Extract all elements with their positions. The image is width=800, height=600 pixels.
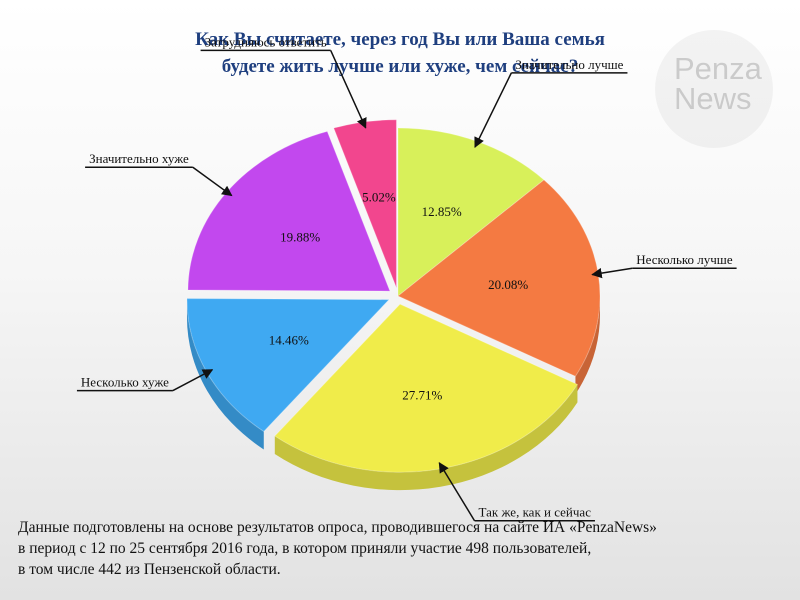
callout-2: Несколько лучше: [591, 252, 737, 279]
callout-label-6: Затрудняюсь ответить: [205, 34, 327, 49]
value-label-1: 12.85%: [422, 204, 462, 219]
callout-leader-2: [591, 267, 633, 279]
callout-leader-3: [438, 461, 476, 522]
watermark-line-1: Penza: [674, 51, 762, 86]
value-label-5: 19.88%: [280, 230, 320, 245]
footnote-line-3: в том числе 442 из Пензенской области.: [18, 561, 281, 578]
value-label-3: 27.71%: [402, 388, 442, 403]
chart-title-line-2: будете жить лучше или хуже, чем сейчас?: [221, 56, 579, 77]
footnote-line-2: в период с 12 по 25 сентября 2016 года, …: [18, 540, 592, 557]
watermark-line-2: News: [674, 81, 752, 116]
pie-side-2: [575, 296, 600, 395]
callout-label-2: Несколько лучше: [636, 252, 733, 267]
penzanews-watermark: Penza News: [655, 30, 773, 148]
callout-leader-4: [172, 369, 214, 392]
pie-callouts: Значительно лучше Несколько лучше Так же, …: [76, 34, 737, 522]
value-label-6: 5.02%: [362, 190, 396, 205]
pie-slices: [186, 119, 601, 473]
chart-title: Как Вы считаете, через год Вы или Ваша с…: [130, 26, 670, 80]
callout-leader-5: [192, 166, 233, 197]
pie-value-labels: 12.85% 20.08% 27.71% 14.46% 19.88% 5.02%: [269, 190, 529, 403]
callout-label-4: Несколько хуже: [81, 375, 169, 390]
callout-3: Так же, как и сейчас: [438, 461, 595, 522]
pie-side-3: [274, 384, 578, 491]
footnote: Данные подготовлены на основе результато…: [18, 517, 788, 580]
callout-leader-1: [474, 72, 513, 148]
callout-label-1: Значительно лучше: [515, 57, 623, 72]
footnote-line-1: Данные подготовлены на основе результато…: [18, 519, 657, 536]
callout-label-3: Так же, как и сейчас: [479, 505, 592, 520]
callout-6: Затрудняюсь ответить: [200, 34, 367, 129]
callout-1: Значительно лучше: [474, 57, 628, 148]
value-label-4: 14.46%: [269, 333, 309, 348]
callout-5: Значительно хуже: [85, 151, 233, 197]
callout-4: Несколько хуже: [76, 369, 214, 392]
callout-label-5: Значительно хуже: [89, 151, 189, 166]
value-label-2: 20.08%: [488, 277, 528, 292]
chart-title-line-1: Как Вы считаете, через год Вы или Ваша с…: [195, 29, 605, 50]
callout-leader-6: [330, 50, 367, 129]
